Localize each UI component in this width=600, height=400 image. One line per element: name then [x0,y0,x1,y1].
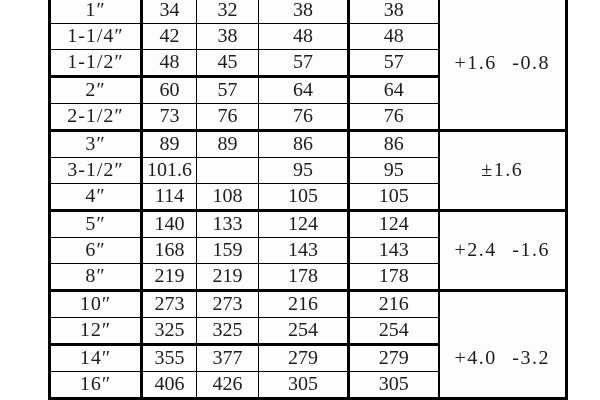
value-cell: 89 [140,130,197,158]
size-cell: 1-1/4″ [49,23,142,50]
table-row: 14″ 355 377 279 279 [49,344,567,372]
table-row: 3-1/2″ 101.6 95 95 [49,157,567,184]
value-cell: 76 [258,103,349,132]
value-cell: 178 [347,263,439,292]
table-row: 4″ 114 108 105 105 [49,183,567,212]
value-cell: 426 [196,371,259,399]
table-row: 1″ 34 32 38 38 +1.6 -0.8 [49,0,567,132]
value-cell: 95 [258,157,349,184]
value-cell: 48 [258,23,349,50]
value-cell: 216 [258,290,349,318]
value-cell: 32 [196,0,259,24]
value-cell: 325 [140,317,197,346]
tolerance-cell: +2.4 -1.6 [437,210,567,292]
table-row: 1-1/2″ 48 45 57 57 [49,49,567,78]
value-cell: 105 [258,183,349,212]
value-cell: 355 [140,344,197,372]
value-cell: 38 [196,23,259,50]
table-row: 6″ 168 159 143 143 [49,237,567,264]
value-cell: 143 [258,237,349,264]
table-row: 12″ 325 325 254 254 [49,317,567,346]
table-row: 3″ 89 89 86 86 ±1.6 [49,130,567,212]
value-cell: 273 [140,290,197,318]
value-cell: 48 [140,49,197,78]
value-cell: 45 [196,49,259,78]
value-cell: 38 [347,0,439,24]
size-cell: 3″ [49,130,142,158]
value-cell: 76 [347,103,439,132]
size-cell: 8″ [49,263,142,292]
size-cell: 6″ [49,237,142,264]
size-cell: 14″ [49,344,142,372]
size-cell: 2-1/2″ [49,103,142,132]
table-row: 10″ 273 273 216 216 +4.0 -3.2 [49,290,567,400]
value-cell: 219 [196,263,259,292]
size-cell: 16″ [49,371,142,399]
value-cell: 279 [258,344,349,372]
value-cell: 377 [196,344,259,372]
value-cell: 57 [347,49,439,78]
size-cell: 3-1/2″ [49,157,142,184]
value-cell: 140 [140,210,197,238]
size-cell: 5″ [49,210,142,238]
value-cell: 34 [140,0,197,24]
value-cell: 95 [347,157,439,184]
value-cell: 273 [196,290,259,318]
value-cell: 48 [347,23,439,50]
table-row: 2″ 60 57 64 64 [49,76,567,104]
value-cell: 219 [140,263,197,292]
size-cell: 2″ [49,76,142,104]
size-cell: 1-1/2″ [49,49,142,78]
table-row: 2-1/2″ 73 76 76 76 [49,103,567,132]
value-cell: 279 [347,344,439,372]
value-cell: 73 [140,103,197,132]
table-row: 5″ 140 133 124 124 +2.4 -1.6 [49,210,567,292]
value-cell: 216 [347,290,439,318]
value-cell: 64 [347,76,439,104]
size-cell: 4″ [49,183,142,212]
value-cell: 86 [347,130,439,158]
value-cell: 42 [140,23,197,50]
value-cell: 133 [196,210,259,238]
tolerance-cell: ±1.6 [437,130,567,212]
size-cell: 1″ [49,0,142,24]
pipe-size-table: 1″ 34 32 38 38 +1.6 -0.8 1-1/4″ 42 38 48 48 1-1/2″ 4… [48,0,568,400]
table-row: 1-1/4″ 42 38 48 48 [49,23,567,50]
value-cell: 325 [196,317,259,346]
value-cell: 159 [196,237,259,264]
value-cell: 64 [258,76,349,104]
tolerance-cell: +1.6 -0.8 [437,0,567,132]
table-body: 1″ 34 32 38 38 +1.6 -0.8 1-1/4″ 42 38 48 48 1-1/2″ 4… [49,0,567,400]
value-cell: 143 [347,237,439,264]
value-cell: 108 [196,183,259,212]
table-row: 8″ 219 219 178 178 [49,263,567,292]
value-cell: 305 [258,371,349,399]
value-cell: 305 [347,371,439,399]
value-cell: 89 [196,130,259,158]
value-cell: 57 [196,76,259,104]
value-cell: 105 [347,183,439,212]
value-cell: 38 [258,0,349,24]
value-cell: 114 [140,183,197,212]
tolerance-cell: +4.0 -3.2 [437,290,567,400]
value-cell: 60 [140,76,197,104]
value-cell: 406 [140,371,197,399]
value-cell: 254 [258,317,349,346]
table-row: 16″ 406 426 305 305 [49,371,567,399]
value-cell: 178 [258,263,349,292]
value-cell: 124 [258,210,349,238]
value-cell: 101.6 [140,157,197,184]
value-cell: 254 [347,317,439,346]
size-cell: 12″ [49,317,142,346]
value-cell: 76 [196,103,259,132]
value-cell: 86 [258,130,349,158]
value-cell: 124 [347,210,439,238]
value-cell: 168 [140,237,197,264]
value-cell: 57 [258,49,349,78]
value-cell [196,157,259,184]
size-cell: 10″ [49,290,142,318]
